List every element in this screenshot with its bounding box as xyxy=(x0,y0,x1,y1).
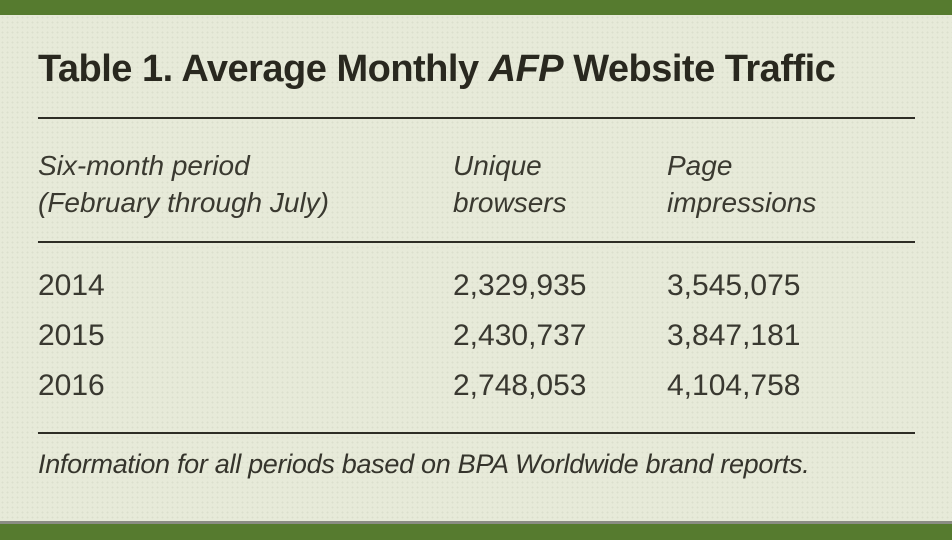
table-footnote: Information for all periods based on BPA… xyxy=(38,449,810,479)
column-header-unique-browsers-line2: browsers xyxy=(453,187,567,218)
bottom-green-bar xyxy=(0,524,952,540)
bottom-gray-line xyxy=(0,521,952,524)
table-row: 2015 2,430,737 3,847,181 xyxy=(38,318,915,354)
column-header-period: Six-month period (February through July) xyxy=(38,147,453,221)
column-header-unique-browsers-line1: Unique xyxy=(453,150,542,181)
cell-unique-browsers: 2,329,935 xyxy=(453,269,587,302)
table-row: 2016 2,748,053 4,104,758 xyxy=(38,368,915,404)
cell-page-impressions: 3,545,075 xyxy=(667,269,801,302)
table-row: 2014 2,329,935 3,545,075 xyxy=(38,268,915,304)
table-title-emphasis: AFP xyxy=(488,48,564,90)
rule-under-title xyxy=(38,117,915,119)
column-header-page-impressions-line2: impressions xyxy=(667,187,817,218)
column-header-unique-browsers: Unique browsers xyxy=(453,147,667,221)
table-header-row: Six-month period (February through July)… xyxy=(38,147,915,221)
cell-unique-browsers: 2,748,053 xyxy=(453,369,587,402)
table-title-suffix: Website Traffic xyxy=(563,48,836,90)
rule-above-footnote xyxy=(38,432,915,434)
cell-page-impressions: 4,104,758 xyxy=(667,369,801,402)
column-header-page-impressions: Page impressions xyxy=(667,147,915,221)
table-title: Table 1. Average Monthly AFP Website Tra… xyxy=(38,48,914,91)
top-green-bar xyxy=(0,0,952,15)
column-header-period-line2: (February through July) xyxy=(38,187,330,218)
cell-unique-browsers: 2,430,737 xyxy=(453,319,587,352)
column-header-page-impressions-line1: Page xyxy=(667,150,733,181)
table-title-prefix: Table 1. Average Monthly xyxy=(38,48,489,90)
cell-period: 2016 xyxy=(38,369,105,402)
rule-under-header xyxy=(38,241,915,243)
cell-page-impressions: 3,847,181 xyxy=(667,319,801,352)
cell-period: 2015 xyxy=(38,319,105,352)
column-header-period-line1: Six-month period xyxy=(38,150,250,181)
cell-period: 2014 xyxy=(38,269,105,302)
